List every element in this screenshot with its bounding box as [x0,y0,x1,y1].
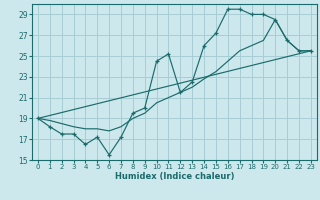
X-axis label: Humidex (Indice chaleur): Humidex (Indice chaleur) [115,172,234,181]
